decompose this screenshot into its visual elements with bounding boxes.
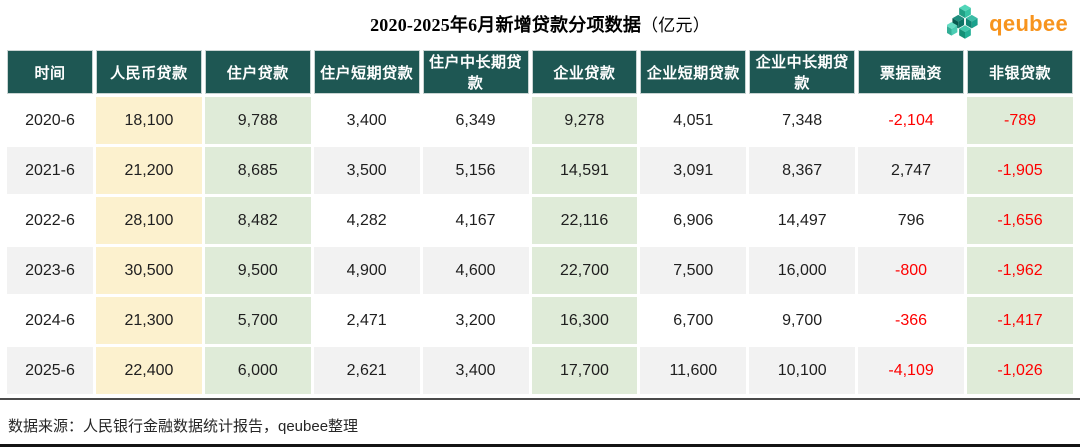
- table-row: 2020-6 18,100 9,788 3,400 6,349 9,278 4,051 7,3…: [7, 97, 1073, 144]
- table-bottom-divider: [0, 398, 1080, 400]
- column-header: 住户中长期贷款: [422, 50, 529, 94]
- time-cell: 2022-6: [7, 197, 93, 244]
- column-header: 人民币贷款: [96, 50, 202, 94]
- value-cell: 2,747: [858, 147, 964, 194]
- value-cell: 796: [858, 197, 964, 244]
- page-title-unit: （亿元）: [641, 16, 710, 35]
- value-cell: 22,116: [531, 197, 638, 244]
- time-cell: 2023-6: [7, 247, 93, 294]
- value-cell: 6,906: [640, 197, 747, 244]
- column-header: 票据融资: [858, 50, 964, 94]
- value-cell: 2,471: [313, 297, 420, 344]
- value-cell: 8,367: [749, 147, 856, 194]
- value-cell: 30,500: [96, 247, 202, 294]
- value-cell: 4,282: [313, 197, 420, 244]
- value-cell: 16,300: [531, 297, 638, 344]
- value-cell: 28,100: [96, 197, 202, 244]
- value-cell: -1,905: [967, 147, 1073, 194]
- page-bottom-border: [0, 444, 1080, 447]
- value-cell: 6,349: [422, 97, 529, 144]
- value-cell: 3,400: [422, 347, 529, 394]
- table-row: 2024-6 21,300 5,700 2,471 3,200 16,300 6,700 9,…: [7, 297, 1073, 344]
- time-cell: 2025-6: [7, 347, 93, 394]
- value-cell: 10,100: [749, 347, 856, 394]
- value-cell: -1,962: [967, 247, 1073, 294]
- time-cell: 2021-6: [7, 147, 93, 194]
- value-cell: 3,091: [640, 147, 747, 194]
- value-cell: 17,700: [531, 347, 638, 394]
- value-cell: -1,417: [967, 297, 1073, 344]
- value-cell: 6,000: [204, 347, 311, 394]
- table-row: 2022-6 28,100 8,482 4,282 4,167 22,116 6,906 14…: [7, 197, 1073, 244]
- value-cell: -4,109: [858, 347, 964, 394]
- qeubee-logo-text: qeubee: [989, 10, 1068, 36]
- value-cell: 14,497: [749, 197, 856, 244]
- column-header: 住户短期贷款: [313, 50, 420, 94]
- value-cell: 9,788: [204, 97, 311, 144]
- value-cell: -789: [967, 97, 1073, 144]
- value-cell: 7,500: [640, 247, 747, 294]
- value-cell: 5,700: [204, 297, 311, 344]
- value-cell: 14,591: [531, 147, 638, 194]
- column-header: 住户贷款: [204, 50, 311, 94]
- value-cell: 22,400: [96, 347, 202, 394]
- value-cell: 8,482: [204, 197, 311, 244]
- value-cell: 3,500: [313, 147, 420, 194]
- column-header: 时间: [7, 50, 93, 94]
- time-cell: 2024-6: [7, 297, 93, 344]
- value-cell: 16,000: [749, 247, 856, 294]
- value-cell: 18,100: [96, 97, 202, 144]
- value-cell: 4,051: [640, 97, 747, 144]
- value-cell: 6,700: [640, 297, 747, 344]
- time-cell: 2020-6: [7, 97, 93, 144]
- value-cell: 11,600: [640, 347, 747, 394]
- column-header: 企业贷款: [531, 50, 638, 94]
- header-row: 时间 人民币贷款 住户贷款 住户短期贷款 住户中长期贷款 企业贷款 企业短期贷款 企业中长期贷…: [7, 50, 1073, 94]
- table-body: 2020-6 18,100 9,788 3,400 6,349 9,278 4,051 7,3…: [7, 97, 1073, 394]
- column-header: 企业短期贷款: [640, 50, 747, 94]
- table-header: 时间 人民币贷款 住户贷款 住户短期贷款 住户中长期贷款 企业贷款 企业短期贷款 企业中长期贷…: [7, 50, 1073, 94]
- value-cell: 4,600: [422, 247, 529, 294]
- value-cell: 3,200: [422, 297, 529, 344]
- value-cell: 7,348: [749, 97, 856, 144]
- page-title: 2020-2025年6月新增贷款分项数据（亿元）: [0, 11, 1080, 37]
- column-header: 非银贷款: [967, 50, 1073, 94]
- value-cell: -2,104: [858, 97, 964, 144]
- table-row: 2023-6 30,500 9,500 4,900 4,600 22,700 7,500 16…: [7, 247, 1073, 294]
- value-cell: 2,621: [313, 347, 420, 394]
- table-row: 2021-6 21,200 8,685 3,500 5,156 14,591 3,091 8,…: [7, 147, 1073, 194]
- value-cell: -1,656: [967, 197, 1073, 244]
- value-cell: 9,500: [204, 247, 311, 294]
- column-header: 企业中长期贷款: [749, 50, 856, 94]
- value-cell: 5,156: [422, 147, 529, 194]
- loan-table: 时间 人民币贷款 住户贷款 住户短期贷款 住户中长期贷款 企业贷款 企业短期贷款 企业中长期贷…: [4, 47, 1076, 397]
- value-cell: 4,167: [422, 197, 529, 244]
- value-cell: -1,026: [967, 347, 1073, 394]
- value-cell: -366: [858, 297, 964, 344]
- value-cell: 4,900: [313, 247, 420, 294]
- page-title-text: 2020-2025年6月新增贷款分项数据: [370, 15, 642, 35]
- qeubee-logo: qeubee: [945, 4, 1068, 47]
- value-cell: 21,300: [96, 297, 202, 344]
- value-cell: 9,700: [749, 297, 856, 344]
- top-bar: 2020-2025年6月新增贷款分项数据（亿元）: [0, 0, 1080, 47]
- value-cell: 22,700: [531, 247, 638, 294]
- value-cell: 21,200: [96, 147, 202, 194]
- value-cell: 9,278: [531, 97, 638, 144]
- data-source-note: 数据来源：人民银行金融数据统计报告，qeubee整理: [8, 418, 359, 435]
- value-cell: 3,400: [313, 97, 420, 144]
- value-cell: -800: [858, 247, 964, 294]
- table-row: 2025-6 22,400 6,000 2,621 3,400 17,700 11,600 1…: [7, 347, 1073, 394]
- value-cell: 8,685: [204, 147, 311, 194]
- qeubee-cubes-icon: [945, 4, 983, 47]
